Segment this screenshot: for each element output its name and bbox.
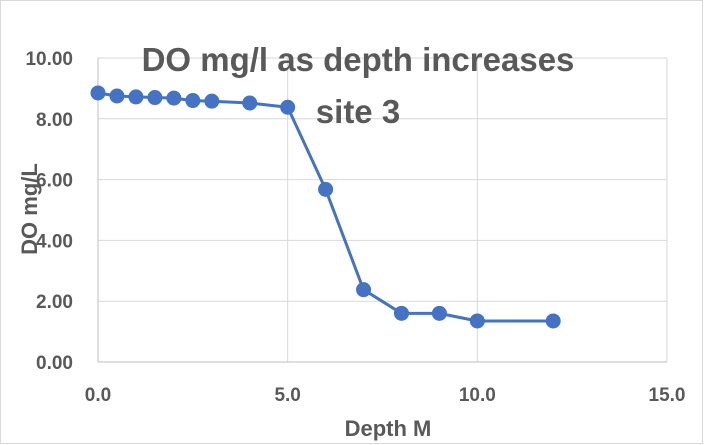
data-point	[393, 305, 409, 321]
axes	[97, 58, 667, 363]
chart-title-line-1: DO mg/l as depth increases	[142, 41, 575, 78]
chart-title-line-2: site 3	[316, 93, 400, 130]
data-point	[90, 85, 106, 101]
series-do	[90, 85, 561, 329]
data-point	[431, 305, 447, 321]
x-tick-label: 10.0	[459, 385, 496, 406]
y-tick-label: 8.00	[36, 110, 73, 131]
x-axis-title: Depth M	[345, 416, 432, 441]
x-tick-label: 0.0	[85, 385, 111, 406]
y-tick-labels: 0.00 2.00 4.00 6.00 8.00 10.00	[25, 49, 73, 374]
y-tick-label: 0.00	[36, 353, 73, 374]
data-point	[280, 99, 296, 115]
data-point	[469, 313, 485, 329]
data-point	[242, 95, 258, 111]
data-point	[147, 90, 163, 106]
data-point	[204, 93, 220, 109]
data-point	[166, 90, 182, 106]
x-tick-labels: 0.0 5.0 10.0 15.0	[85, 385, 686, 406]
y-axis-title: DO mg/L	[17, 163, 42, 255]
data-point	[109, 88, 125, 104]
data-point	[545, 313, 561, 329]
y-tick-label: 4.00	[36, 231, 73, 252]
data-point	[128, 89, 144, 105]
data-point	[185, 93, 201, 109]
y-tick-label: 6.00	[36, 171, 73, 192]
y-tick-label: 2.00	[36, 292, 73, 313]
x-tick-label: 15.0	[649, 385, 686, 406]
x-tick-label: 5.0	[274, 385, 300, 406]
y-tick-label: 10.00	[25, 49, 73, 70]
data-point	[356, 282, 372, 298]
data-point	[318, 181, 334, 197]
